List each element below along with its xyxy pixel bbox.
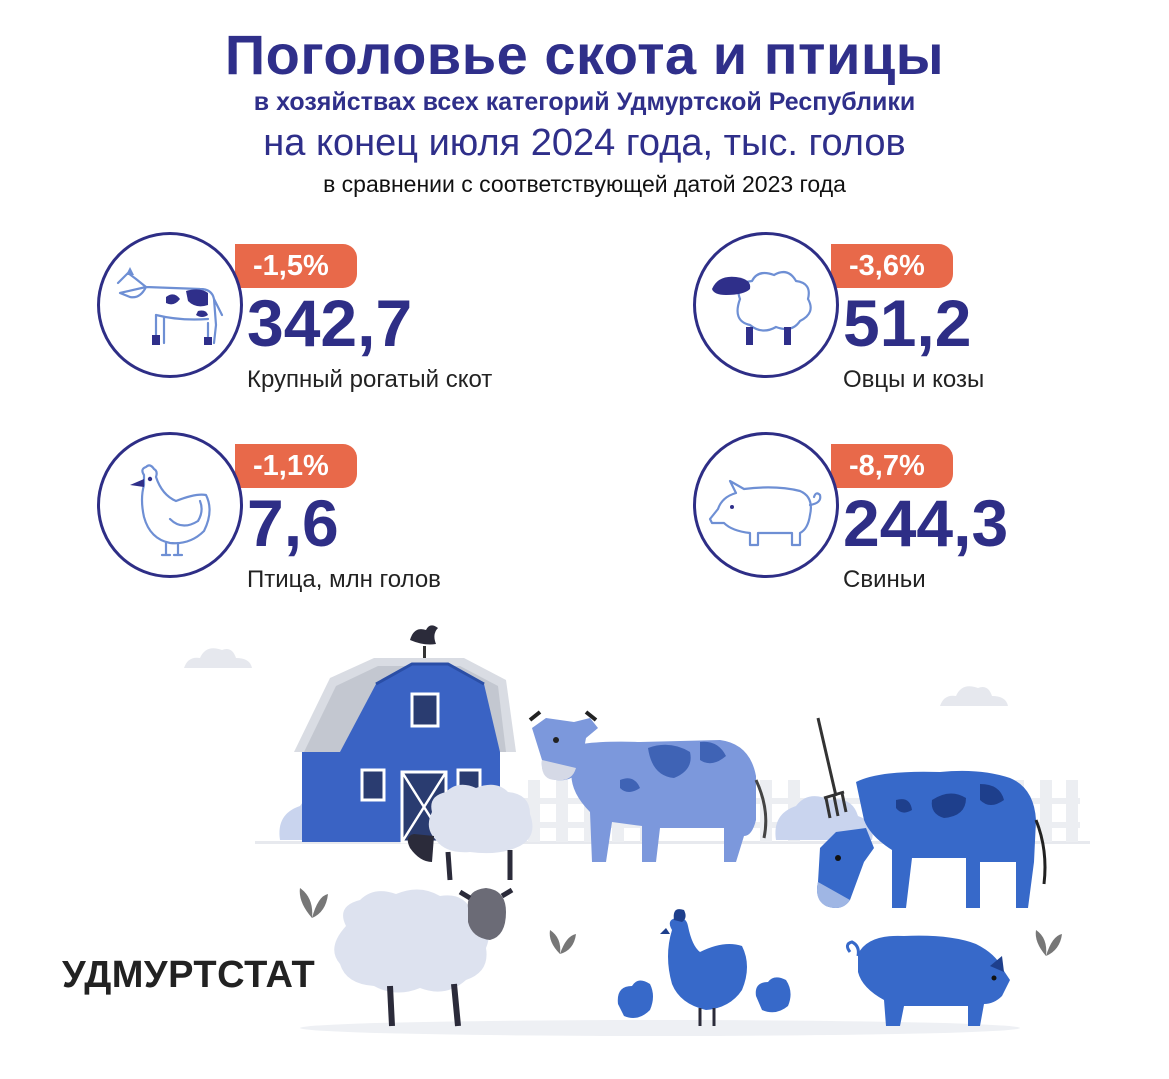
- stat-label: Крупный рогатый скот: [247, 366, 493, 393]
- stat-sheep: -3,6% 51,2 Овцы и козы: [693, 232, 1169, 393]
- hen-illustration: [660, 909, 747, 1026]
- change-badge: -3,6%: [831, 244, 953, 288]
- farm-illustration: [184, 625, 1090, 1036]
- pig-illustration: [845, 935, 1010, 1026]
- stat-value: 342,7: [247, 286, 413, 360]
- pig-icon: [693, 432, 839, 578]
- chick-illustration: [617, 977, 791, 1018]
- stat-poultry: -1,1% 7,6 Птица, млн голов: [97, 432, 577, 593]
- sheep-illustration-large: [334, 887, 514, 1027]
- stat-value: 7,6: [247, 486, 339, 560]
- pitchfork-icon: [816, 717, 848, 819]
- comparison-note: в сравнении с соответствующей датой 2023…: [323, 171, 846, 197]
- leaf-icon: [299, 888, 1062, 956]
- stat-value: 244,3: [843, 486, 1009, 560]
- cow-illustration-blue: [817, 770, 1047, 908]
- stat-label: Свиньи: [843, 566, 926, 593]
- brand-logo: УДМУРТСТАТ: [62, 954, 316, 996]
- cow-icon: [97, 232, 243, 378]
- change-badge: -8,7%: [831, 444, 953, 488]
- sheep-illustration-small: [407, 784, 533, 881]
- stat-value: 51,2: [843, 286, 972, 360]
- period-label: на конец июля 2024 года, тыс. голов: [263, 122, 906, 164]
- stat-pigs: -8,7% 244,3 Свиньи: [693, 432, 1169, 593]
- stat-label: Овцы и козы: [843, 366, 985, 393]
- rooster-icon: [410, 625, 438, 645]
- chicken-icon: [97, 432, 243, 578]
- change-badge: -1,5%: [235, 244, 357, 288]
- stat-cattle: -1,5% 342,7 Крупный рогатый скот: [97, 232, 577, 393]
- sheep-icon: [693, 232, 839, 378]
- cloud-icon: [184, 648, 1008, 706]
- page-subtitle: в хозяйствах всех категорий Удмуртской Р…: [253, 88, 916, 116]
- cow-illustration-light: [528, 710, 768, 862]
- change-badge: -1,1%: [235, 444, 357, 488]
- stat-label: Птица, млн голов: [247, 566, 441, 593]
- page-title: Поголовье скота и птицы: [224, 23, 945, 86]
- barn: [294, 625, 516, 844]
